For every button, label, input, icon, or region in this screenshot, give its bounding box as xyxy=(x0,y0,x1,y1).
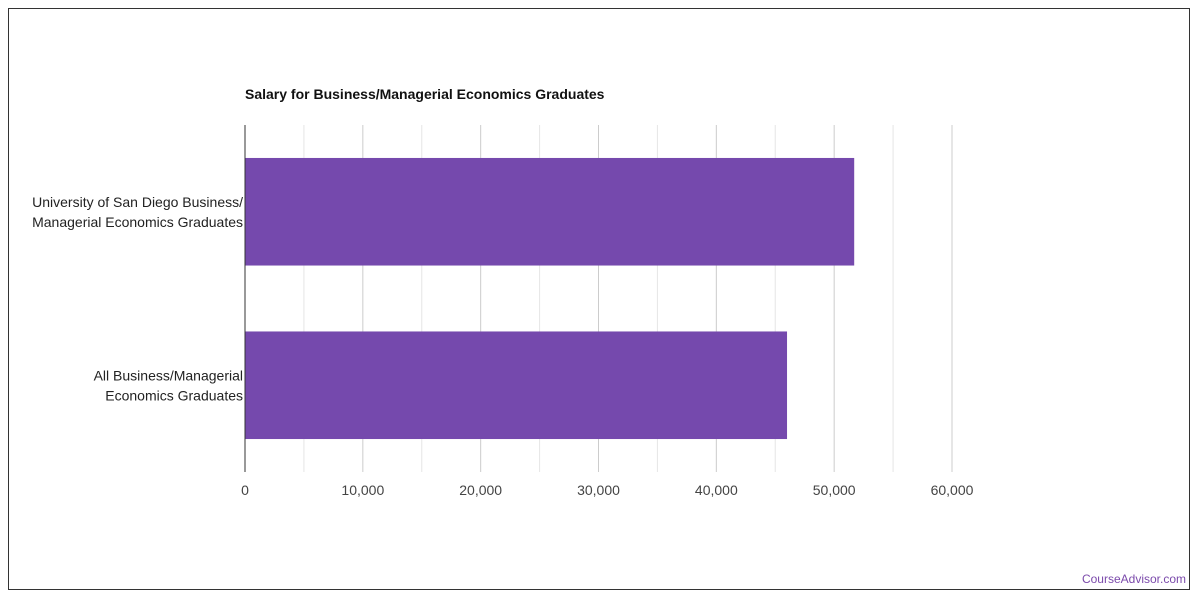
bar-1[interactable] xyxy=(245,331,788,440)
category-label-0-line-1: Managerial Economics Graduates xyxy=(32,214,243,230)
bar-0[interactable] xyxy=(245,157,855,266)
x-tick-label-6: 60,000 xyxy=(931,482,974,498)
category-labels: University of San Diego Business/Manager… xyxy=(32,194,243,404)
x-tick-label-2: 20,000 xyxy=(459,482,502,498)
x-tick-label-3: 30,000 xyxy=(577,482,620,498)
tick-labels: 0 10,000 20,000 30,000 40,000 50,000 60,000 xyxy=(241,482,974,498)
chart-title: Salary for Business/Managerial Economics… xyxy=(245,86,605,102)
x-tick-label-4: 40,000 xyxy=(695,482,738,498)
category-label-0-line-0: University of San Diego Business/ xyxy=(32,194,243,210)
x-tick-label-0: 0 xyxy=(241,482,249,498)
source-credit[interactable]: CourseAdvisor.com xyxy=(1081,572,1186,586)
x-tick-label-1: 10,000 xyxy=(341,482,384,498)
category-label-1-line-1: Economics Graduates xyxy=(105,387,243,403)
x-tick-label-5: 50,000 xyxy=(813,482,856,498)
category-label-1-line-0: All Business/Managerial xyxy=(94,367,243,383)
bars xyxy=(245,157,855,440)
